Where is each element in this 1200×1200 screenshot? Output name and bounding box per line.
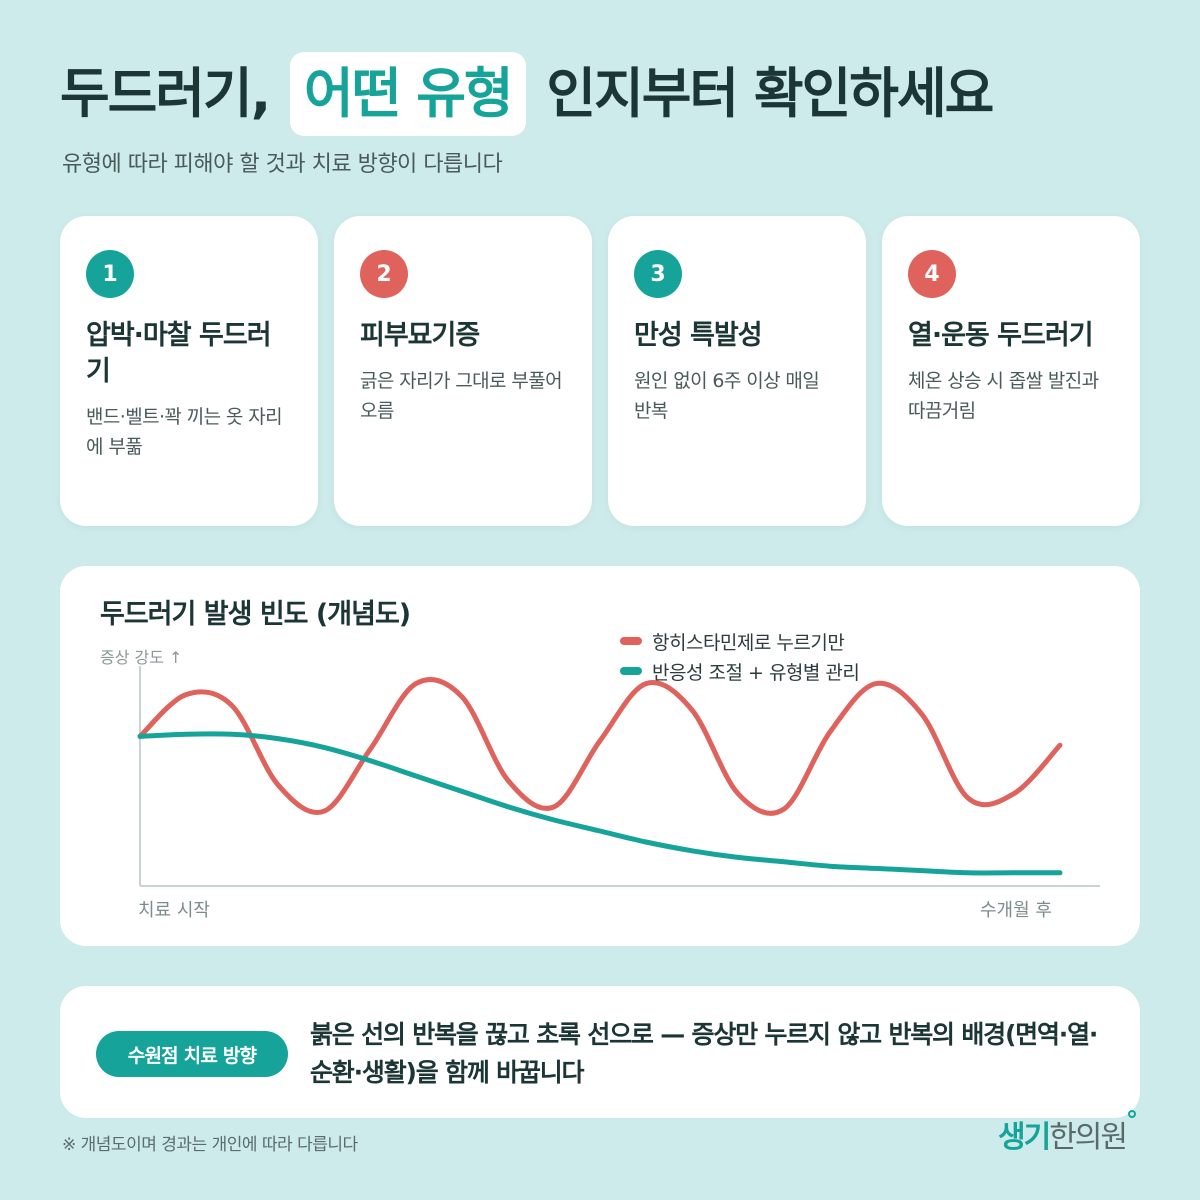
card-number-badge: 2 [360,250,408,298]
chart-title: 두드러기 발생 빈도 (개념도) [100,599,411,630]
legend-swatch-teal [620,667,642,675]
card-title: 만성 특발성 [634,320,763,351]
card-number-badge: 4 [908,250,956,298]
card-title: 열·운동 두드러기 [908,320,1094,351]
legend-item-teal: 반응성 조절 + 유형별 관리 [620,656,860,686]
title-part-2: 인지부터 확인하세요 [546,62,994,125]
title-part-1: 두드러기, [60,62,271,125]
logo-part-2: 한의원 [1049,1120,1128,1155]
chart-legend: 항히스타민제로 누르기만 반응성 조절 + 유형별 관리 [620,626,860,686]
type-card-3: 3 만성 특발성 원인 없이 6주 이상 매일 반복 [608,216,866,526]
series-line-teal [137,731,1063,876]
legend-label: 반응성 조절 + 유형별 관리 [652,661,860,684]
page-title: 두드러기, 어떤 유형 인지부터 확인하세요 [60,52,994,136]
card-title: 피부묘기증 [360,320,480,351]
legend-swatch-red [620,637,642,645]
series-line-red [137,677,1063,816]
card-number-badge: 3 [634,250,682,298]
card-description: 원인 없이 6주 이상 매일 반복 [634,370,820,422]
treatment-direction-card: 수원점 치료 방향 붉은 선의 반복을 끊고 초록 선으로 — 증상만 누르지 … [60,986,1140,1118]
clinic-logo: 생기 한의원 [998,1110,1137,1156]
logo-part-1: 생기 [998,1120,1051,1155]
logo-dot-icon [1128,1110,1137,1118]
legend-label: 항히스타민제로 누르기만 [652,631,845,654]
treatment-pill: 수원점 치료 방향 [96,1031,288,1077]
type-card-4: 4 열·운동 두드러기 체온 상승 시 좁쌀 발진과 따끔거림 [882,216,1140,526]
chart-card: 두드러기 발생 빈도 (개념도) 증상 강도 ↑ 항히스타민제로 누르기만 반응… [60,566,1140,946]
legend-item-red: 항히스타민제로 누르기만 [620,626,859,656]
treatment-description: 붉은 선의 반복을 끊고 초록 선으로 — 증상만 누르지 않고 반복의 배경(… [310,1020,1098,1087]
chart-plot [137,666,1100,887]
card-description: 밴드·벨트·꽉 끼는 옷 자리에 부풂 [86,406,283,458]
x-label-end: 수개월 후 [980,900,1052,921]
type-card-1: 1 압박·마찰 두드러기 밴드·벨트·꽉 끼는 옷 자리에 부풂 [60,216,318,526]
card-number-badge: 1 [86,250,134,298]
footnote: ※ 개념도이며 경과는 개인에 따라 다릅니다 [62,1135,358,1155]
type-card-2: 2 피부묘기증 긁은 자리가 그대로 부풀어 오름 [334,216,592,526]
page-subtitle: 유형에 따라 피해야 할 것과 치료 방향이 다릅니다 [62,152,503,177]
card-description: 체온 상승 시 좁쌀 발진과 따끔거림 [908,370,1099,422]
x-label-start: 치료 시작 [138,900,210,921]
card-description: 긁은 자리가 그대로 부풀어 오름 [360,370,563,422]
title-highlight: 어떤 유형 [290,52,526,136]
card-title: 압박·마찰 두드러기 [86,320,272,387]
chart-y-label: 증상 강도 ↑ [100,648,183,667]
